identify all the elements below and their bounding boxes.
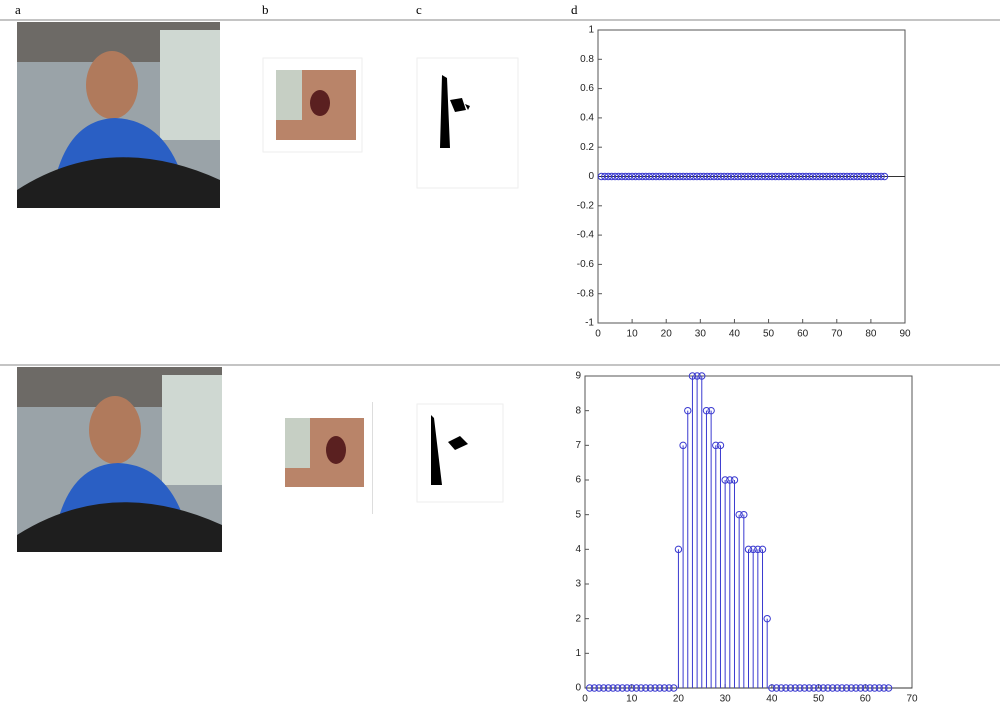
x-tick-label: 40	[729, 329, 741, 340]
y-tick-label: 5	[575, 509, 581, 520]
x-tick-label: 50	[813, 694, 825, 705]
mask-frame	[417, 404, 503, 502]
column-label: c	[416, 2, 422, 17]
y-tick-label: 7	[575, 440, 581, 451]
x-tick-label: 40	[766, 694, 778, 705]
x-tick-label: 60	[860, 694, 872, 705]
y-tick-label: 8	[575, 405, 581, 416]
driver-photo	[17, 22, 220, 208]
y-tick-label: 4	[575, 544, 581, 555]
y-tick-label: 0	[575, 683, 581, 694]
crop-frame	[372, 402, 373, 514]
y-tick-label: 0	[588, 171, 594, 182]
x-tick-label: 30	[695, 329, 707, 340]
y-tick-label: 0.2	[580, 142, 594, 153]
mask-frame	[417, 58, 518, 188]
x-tick-label: 10	[627, 329, 639, 340]
y-tick-label: 2	[575, 613, 581, 624]
y-tick-label: -0.2	[577, 200, 595, 211]
x-tick-label: 20	[661, 329, 673, 340]
x-tick-label: 80	[865, 329, 877, 340]
y-tick-label: 1	[575, 648, 581, 659]
y-tick-label: 0.8	[580, 54, 594, 65]
x-tick-label: 70	[831, 329, 843, 340]
y-tick-label: -0.4	[577, 230, 595, 241]
x-tick-label: 20	[673, 694, 685, 705]
y-tick-label: -0.6	[577, 259, 595, 270]
y-tick-label: 9	[575, 371, 581, 382]
mouth-crop	[276, 70, 356, 140]
y-tick-label: -0.8	[577, 288, 595, 299]
x-tick-label: 0	[582, 694, 588, 705]
x-tick-label: 60	[797, 329, 809, 340]
column-label: d	[571, 2, 578, 17]
y-tick-label: 6	[575, 475, 581, 486]
column-label: a	[15, 2, 21, 17]
x-tick-label: 30	[720, 694, 732, 705]
figure: a b c d -1 -0.8 -0.6 -0.4 -0.2 0 0.2 0.4 0.6 0.8 1…	[0, 0, 1000, 706]
y-tick-label: 1	[588, 25, 594, 36]
x-tick-label: 0	[595, 329, 601, 340]
mouth-crop	[285, 418, 364, 487]
driver-photo	[17, 367, 222, 552]
x-tick-label: 70	[906, 694, 918, 705]
y-tick-label: 0.4	[580, 113, 594, 124]
y-tick-label: -1	[585, 318, 594, 329]
y-tick-label: 0.6	[580, 83, 594, 94]
x-tick-label: 10	[626, 694, 638, 705]
y-tick-label: 3	[575, 579, 581, 590]
column-label: b	[262, 2, 269, 17]
x-tick-label: 50	[763, 329, 775, 340]
x-tick-label: 90	[899, 329, 911, 340]
